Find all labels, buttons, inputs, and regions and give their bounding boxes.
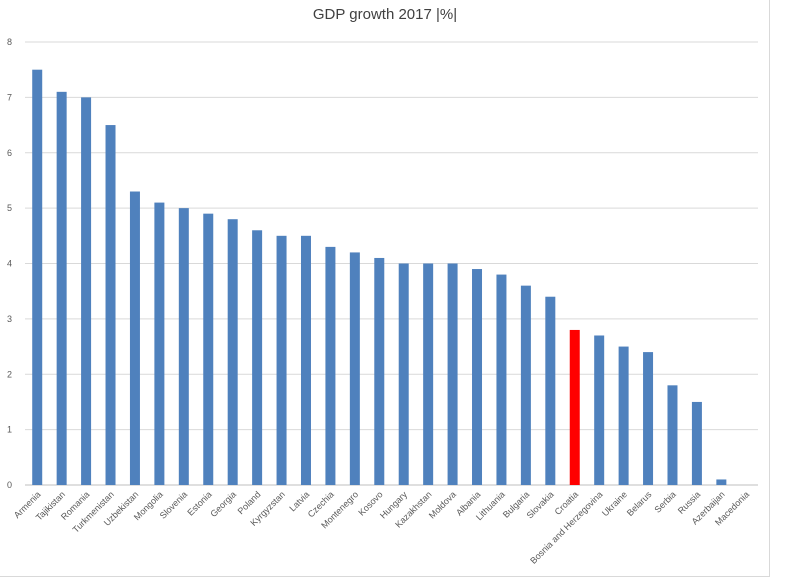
- bar-kosovo: [374, 257, 385, 485]
- bar-bosnia-and-herzegovina: [594, 335, 605, 485]
- bar-hungary: [398, 263, 409, 485]
- y-tick-label: 4: [7, 259, 12, 269]
- x-tick-label: Moldova: [427, 489, 458, 520]
- bar-mongolia: [154, 202, 165, 485]
- y-tick-label: 8: [7, 37, 12, 47]
- bar-latvia: [300, 235, 311, 485]
- bar-tajikistan: [56, 91, 67, 486]
- bar-poland: [252, 230, 263, 485]
- bar-croatia: [569, 329, 580, 485]
- bar-montenegro: [349, 252, 360, 485]
- x-tick-label: Belarus: [625, 489, 654, 518]
- bar-kazakhstan: [423, 263, 434, 485]
- bar-bulgaria: [520, 285, 531, 485]
- y-tick-label: 7: [7, 92, 12, 102]
- bar-estonia: [203, 213, 214, 485]
- bar-ukraine: [618, 346, 629, 485]
- y-tick-label: 5: [7, 203, 12, 213]
- y-tick-label: 0: [7, 480, 12, 490]
- bar-slovakia: [545, 296, 556, 485]
- bar-uzbekistan: [129, 191, 140, 485]
- bar-georgia: [227, 219, 238, 485]
- x-tick-label: Georgia: [208, 489, 238, 519]
- y-tick-label: 1: [7, 425, 12, 435]
- bar-serbia: [667, 385, 678, 485]
- bar-lithuania: [496, 274, 507, 485]
- bar-romania: [81, 97, 92, 485]
- bar-russia: [691, 401, 702, 485]
- bar-azerbaijan: [716, 479, 727, 485]
- bar-slovenia: [178, 208, 189, 485]
- x-tick-label: Slovenia: [158, 489, 189, 520]
- bar-czechia: [325, 246, 336, 485]
- bar-belarus: [643, 352, 654, 485]
- y-tick-label: 2: [7, 369, 12, 379]
- bar-armenia: [32, 69, 43, 485]
- bar-kyrgyzstan: [276, 235, 287, 485]
- y-tick-label: 6: [7, 148, 12, 158]
- chart-frame: [0, 0, 770, 577]
- x-tick-label: Serbia: [652, 489, 677, 514]
- chart-title: GDP growth 2017 |%|: [312, 6, 458, 23]
- bar-albania: [472, 269, 483, 485]
- bar-moldova: [447, 263, 458, 485]
- y-tick-label: 3: [7, 314, 12, 324]
- x-tick-label: Slovakia: [525, 489, 556, 520]
- x-tick-label: Ukraine: [600, 489, 629, 518]
- bar-turkmenistan: [105, 125, 116, 485]
